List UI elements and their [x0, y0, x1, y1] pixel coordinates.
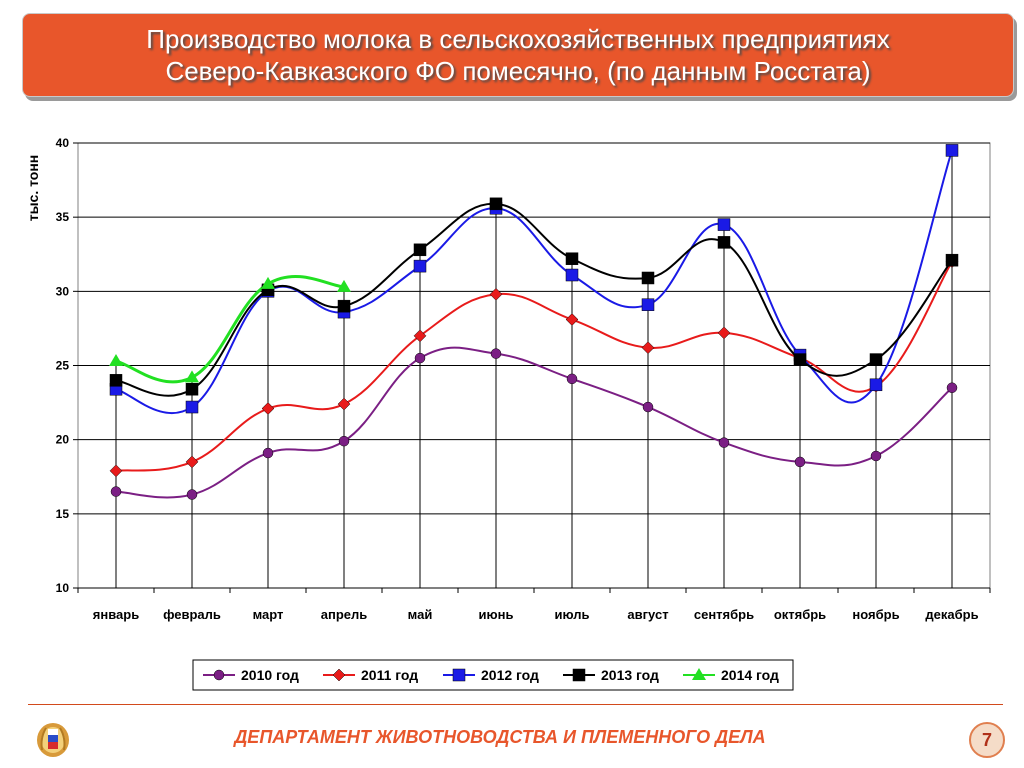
data-point-series-3 — [717, 218, 731, 231]
title-banner: Производство молока в сельскохозяйственн… — [22, 13, 1014, 97]
series-line-4 — [115, 202, 953, 397]
y-tick-label: 40 — [56, 136, 70, 150]
y-tick-label: 10 — [56, 581, 70, 595]
x-tick-label: ноябрь — [852, 607, 899, 622]
data-point-series-2 — [565, 313, 579, 326]
data-point-series-3 — [413, 259, 427, 273]
data-point-series-2 — [641, 341, 655, 355]
data-point-series-4 — [489, 197, 503, 211]
page-number: 7 — [981, 729, 992, 750]
data-point-series-4 — [337, 299, 351, 313]
data-point-series-1 — [262, 447, 274, 459]
footer-divider — [28, 704, 1003, 705]
data-point-series-1 — [794, 456, 806, 468]
data-point-series-2 — [261, 402, 275, 415]
page-number-badge: 7 — [969, 722, 1005, 758]
y-tick-label: 35 — [56, 210, 70, 224]
data-point-series-3 — [565, 268, 579, 282]
x-tick-label: март — [253, 607, 284, 622]
data-point-series-1 — [338, 435, 350, 447]
data-point-series-1 — [946, 382, 958, 393]
data-point-series-1 — [642, 401, 654, 413]
data-point-series-4 — [717, 236, 731, 249]
data-point-series-4 — [185, 382, 199, 396]
data-point-series-3 — [641, 298, 655, 311]
title-line-2: Северо-Кавказского ФО помесячно, (по дан… — [165, 56, 871, 86]
data-point-series-2 — [489, 287, 503, 301]
data-point-series-4 — [945, 253, 959, 267]
data-point-series-1 — [490, 348, 502, 359]
data-point-series-3 — [869, 378, 883, 392]
x-tick-label: июнь — [479, 607, 514, 622]
data-point-series-4 — [109, 374, 123, 387]
y-tick-label: 20 — [56, 433, 70, 447]
data-point-series-2 — [717, 326, 731, 340]
data-point-series-1 — [870, 450, 882, 462]
x-tick-label: май — [408, 607, 433, 622]
department-name: ДЕПАРТАМЕНТ ЖИВОТНОВОДСТВА И ПЛЕМЕННОГО … — [234, 727, 766, 747]
x-tick-label: апрель — [321, 607, 368, 622]
x-tick-label: февраль — [163, 607, 221, 622]
legend-label: 2012 год — [481, 667, 539, 683]
x-tick-label: август — [627, 607, 668, 622]
data-point-series-1 — [110, 486, 122, 497]
y-tick-label: 25 — [56, 359, 70, 373]
y-tick-label: 15 — [56, 507, 70, 521]
data-point-series-2 — [185, 455, 199, 469]
legend-marker — [572, 668, 586, 682]
data-point-series-3 — [185, 400, 199, 414]
legend-label: 2013 год — [601, 667, 659, 683]
legend-marker — [692, 668, 706, 680]
data-point-series-4 — [793, 353, 807, 366]
legend-marker — [332, 668, 346, 682]
data-point-series-3 — [945, 144, 959, 157]
data-point-series-4 — [565, 252, 579, 265]
x-tick-label: январь — [93, 607, 139, 622]
x-tick-label: декабрь — [925, 607, 978, 622]
x-tick-label: октябрь — [774, 607, 826, 622]
data-point-series-5 — [337, 279, 351, 292]
title-line-1: Производство молока в сельскохозяйственн… — [146, 24, 890, 54]
data-point-series-5 — [185, 370, 199, 383]
data-point-series-1 — [718, 437, 730, 448]
x-tick-label: июль — [554, 607, 589, 622]
y-tick-label: 30 — [56, 284, 70, 298]
data-point-series-2 — [337, 397, 351, 411]
y-axis-label: тыс. тонн — [25, 155, 41, 222]
legend-label: 2010 год — [241, 667, 299, 683]
legend-label: 2014 год — [721, 667, 779, 683]
data-point-series-5 — [261, 276, 275, 289]
legend-marker — [213, 669, 225, 681]
data-point-series-2 — [413, 329, 427, 343]
data-point-series-4 — [869, 353, 883, 366]
data-point-series-5 — [109, 354, 123, 367]
series-line-5 — [115, 274, 345, 384]
data-point-series-4 — [413, 243, 427, 257]
data-point-series-1 — [566, 373, 578, 385]
legend-label: 2011 год — [361, 667, 418, 683]
data-point-series-2 — [109, 464, 123, 478]
ministry-emblem-icon — [37, 723, 69, 757]
data-point-series-1 — [186, 489, 198, 500]
x-tick-label: сентябрь — [694, 607, 754, 622]
data-point-series-4 — [641, 271, 655, 285]
data-point-series-1 — [414, 352, 426, 364]
legend-marker — [452, 668, 466, 682]
line-chart: 10 15 20 25 30 35 40 тыс. тонн январь февраль март… — [25, 136, 991, 691]
